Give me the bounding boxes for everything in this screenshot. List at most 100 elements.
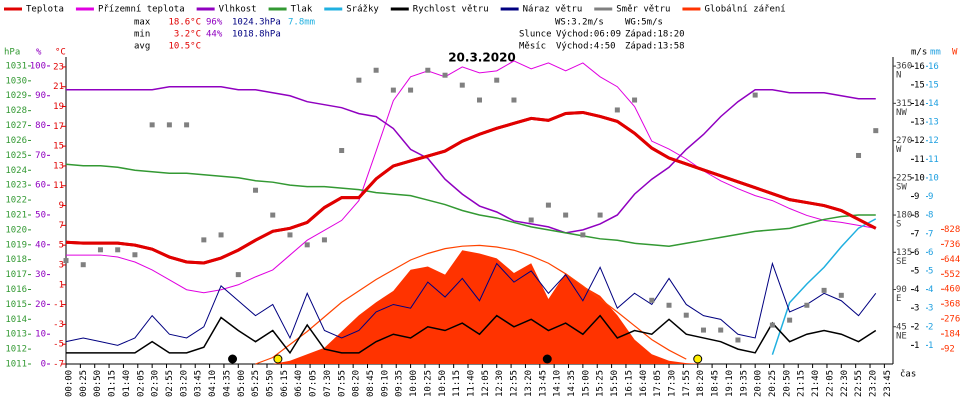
y-tick-label: 3 (914, 304, 919, 314)
y-tick-label: 30 (35, 270, 46, 280)
x-axis-label: čas (900, 369, 916, 380)
y-tick-label: 736 (944, 240, 960, 250)
y-tick-label: 1027 (5, 121, 27, 131)
y-tick-label: 1024 (5, 166, 27, 176)
y-tick-name: E (896, 294, 901, 304)
point (804, 302, 810, 308)
x-tick-label: 03:20 (179, 370, 189, 397)
x-tick-label: 20:50 (782, 370, 792, 397)
x-tick-label: 19:35 (739, 370, 749, 397)
point (700, 327, 706, 333)
y-tick-label: 12 (928, 136, 939, 146)
y-tick-label: 7 (928, 229, 933, 239)
x-tick-label: 00:50 (93, 370, 103, 397)
y-tick-label: 13 (53, 161, 64, 171)
x-tick-label: 00:25 (79, 370, 89, 397)
wind-stat: WG:5m/s (625, 18, 663, 28)
chart-title: 20.3.2020 (448, 51, 516, 65)
y-tick-label: 90 (896, 285, 907, 295)
x-tick-label: 10:50 (438, 370, 448, 397)
y-tick-label: 1019 (5, 240, 27, 250)
stat-value: 10.5°C (168, 42, 201, 52)
x-tick-label: 15:00 (581, 370, 591, 397)
x-tick-label: 23:20 (869, 370, 879, 397)
point (132, 252, 138, 258)
x-tick-label: 02:05 (136, 370, 146, 397)
stat-value: 3.2°C (174, 30, 201, 40)
stat-value: 1024.3hPa (232, 18, 281, 28)
line (65, 163, 876, 248)
y-tick-label: 1016 (5, 285, 27, 295)
y-tick-label: 9 (59, 201, 64, 211)
y-tick-label: 14 (914, 99, 925, 109)
y-tick-label: 5 (928, 266, 933, 276)
y-tick-label: -3 (53, 320, 64, 330)
point (511, 97, 517, 103)
y-tick-label: 1029 (5, 91, 27, 101)
event-marker (228, 354, 238, 364)
y-tick-label: 1025 (5, 151, 27, 161)
x-tick-label: 22:55 (854, 370, 864, 397)
y-tick-label: 14 (928, 99, 939, 109)
y-tick-label: 184 (944, 330, 960, 340)
legend-label: Tlak (291, 5, 313, 15)
clear-sky-curve (255, 244, 687, 365)
point (218, 232, 224, 238)
y-tick-label: -1 (53, 300, 64, 310)
astro-label: Měsíc (519, 42, 546, 52)
point (425, 67, 431, 73)
y-tick-name: SE (896, 257, 907, 267)
y-tick-label: 1015 (5, 300, 27, 310)
stat-value: 44% (206, 30, 223, 40)
point (253, 187, 259, 193)
y-tick-label: 180 (896, 211, 912, 221)
x-tick-label: 06:15 (280, 370, 290, 397)
x-tick-label: 00:00 (65, 370, 75, 397)
point (649, 297, 655, 303)
legend-label: Globální záření (704, 5, 785, 15)
y-tick-label: 460 (944, 285, 960, 295)
wind-stat: WS:3.2m/s (555, 18, 604, 28)
point (873, 128, 879, 134)
y-tick-label: 3 (59, 260, 64, 270)
y-tick-label: 92 (944, 345, 955, 355)
y-tick-label: 12 (914, 136, 925, 146)
x-tick-label: 14:10 (553, 370, 563, 397)
point (184, 122, 190, 128)
point (614, 107, 620, 113)
y-tick-label: 70 (35, 151, 46, 161)
x-tick-label: 02:55 (165, 370, 175, 397)
y-tick-label: 15 (928, 80, 939, 90)
y-tick-name: NE (896, 331, 907, 341)
point (838, 292, 844, 298)
y-tick-label: 8 (928, 211, 933, 221)
point (339, 148, 345, 154)
legend-label: Vlhkost (219, 5, 257, 15)
x-tick-label: 17:55 (682, 370, 692, 397)
x-tick-label: 09:10 (380, 370, 390, 397)
y-tick-label: 1023 (5, 181, 27, 191)
stat-label: min (134, 30, 150, 40)
point (373, 67, 379, 73)
legend-label: Rychlost větru (413, 5, 489, 15)
astro-rise: Východ:4:50 (556, 42, 616, 52)
y-tick-label: 1020 (5, 225, 27, 235)
x-tick-label: 03:45 (194, 370, 204, 397)
x-tick-label: 13:45 (538, 370, 548, 397)
legend-label: Teplota (26, 5, 64, 15)
y-tick-label: 1013 (5, 330, 27, 340)
x-tick-label: 07:55 (337, 370, 347, 397)
x-tick-label: 01:40 (122, 370, 132, 397)
x-tick-label: 21:15 (797, 370, 807, 397)
x-tick-label: 12:55 (510, 370, 520, 397)
point (580, 232, 586, 238)
point (270, 212, 276, 218)
y-tick-label: 15 (914, 80, 925, 90)
y-tick-label: 1 (59, 280, 64, 290)
point (494, 77, 500, 83)
y-tick-label: 2 (914, 322, 919, 332)
y-tick-label: 10 (928, 173, 939, 183)
y-tick-label: 1 (928, 341, 933, 351)
y-tick-label: 4 (914, 285, 919, 295)
point (408, 87, 414, 93)
